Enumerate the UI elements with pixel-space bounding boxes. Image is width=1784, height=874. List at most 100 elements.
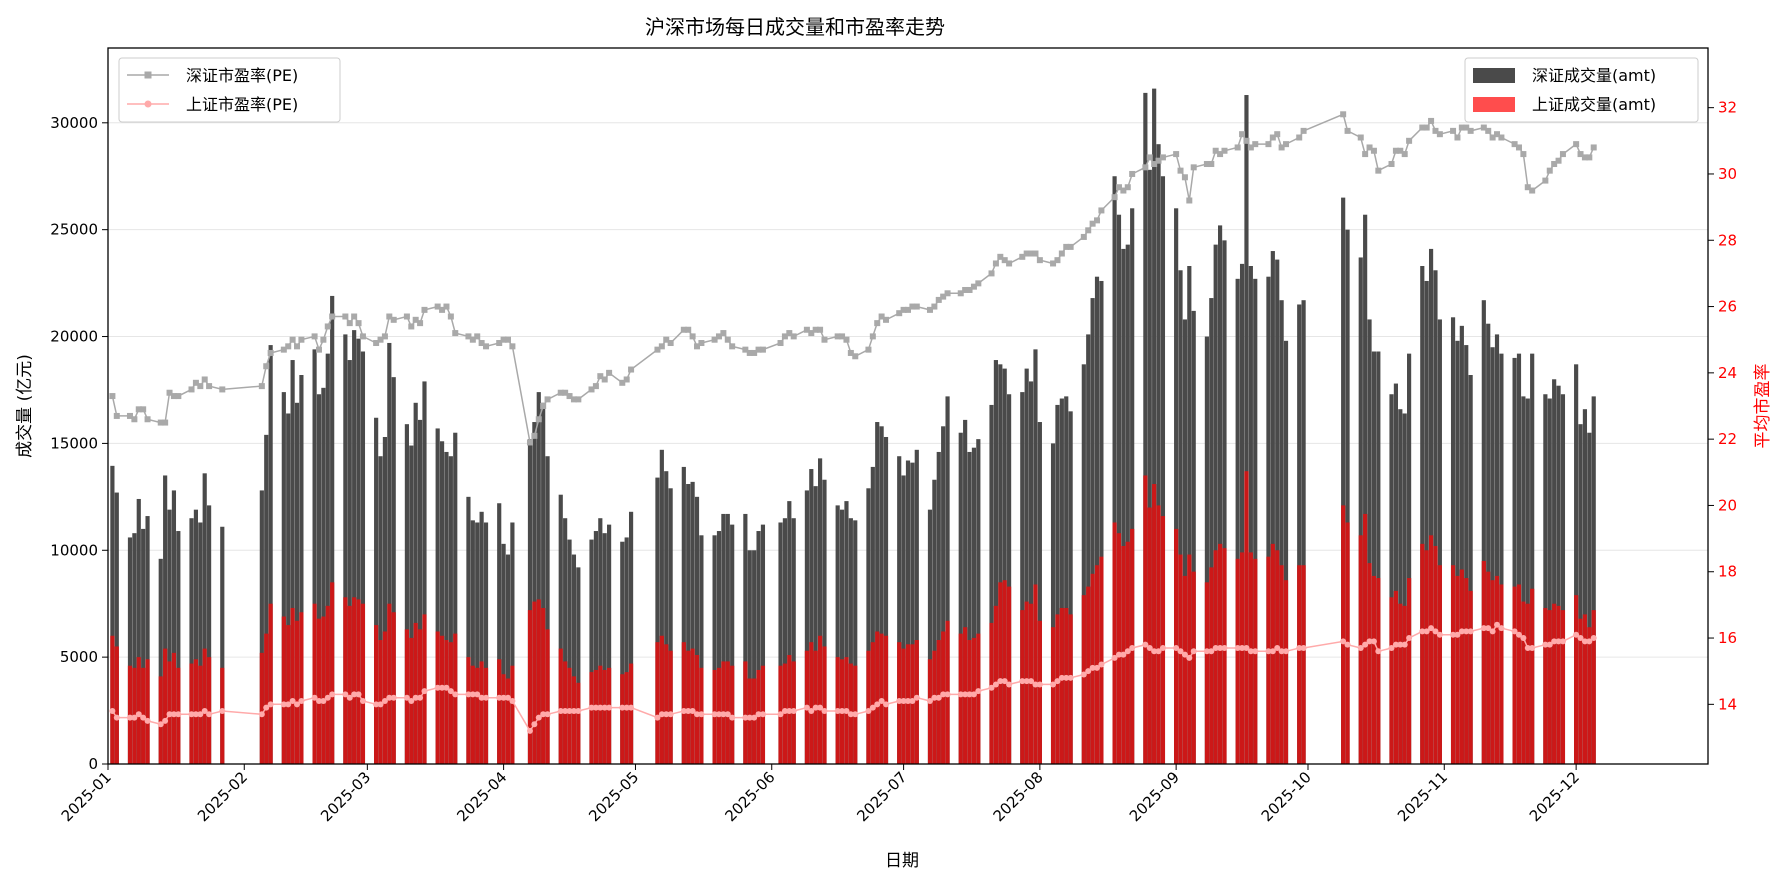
sz-pe-point: [346, 320, 353, 327]
sh-pe-point: [162, 717, 169, 724]
sz-amt-bar: [1121, 248, 1126, 764]
sz-pe-point: [562, 389, 569, 396]
sz-amt-bar: [281, 392, 286, 764]
sz-amt-bar: [356, 338, 361, 764]
sz-amt-bar: [1424, 280, 1429, 764]
sh-pe-point: [821, 707, 828, 714]
sh-pe-point: [588, 704, 595, 711]
sh-amt-bar: [589, 672, 594, 764]
sz-amt-bar: [1130, 208, 1135, 764]
sh-amt-bar: [1424, 550, 1429, 764]
sz-pe-point: [667, 340, 674, 347]
sz-pe-point: [258, 383, 265, 390]
sz-amt-bar: [466, 496, 471, 764]
sz-amt-bar: [1459, 325, 1464, 764]
sz-amt-bar: [382, 436, 388, 764]
sz-pe-point: [1063, 243, 1070, 250]
sz-pe-point: [417, 320, 424, 327]
sh-amt-bar: [1402, 605, 1407, 764]
sz-amt-bar: [141, 528, 146, 764]
sh-amt-bar: [382, 631, 388, 764]
sz-amt-bar: [993, 360, 998, 764]
sh-amt-bar: [1494, 575, 1500, 764]
sh-amt-bar: [593, 669, 598, 764]
sz-pe-point: [698, 340, 705, 347]
sz-amt-bar: [1099, 280, 1104, 764]
sz-pe-point: [1080, 233, 1087, 240]
sh-pe-point: [412, 694, 419, 701]
sz-amt-bar: [1450, 317, 1456, 764]
sh-pe-point: [944, 691, 951, 698]
sh-pe-point: [1296, 644, 1303, 651]
sh-pe-point: [1401, 641, 1408, 648]
sh-pe-point: [258, 711, 265, 718]
sz-amt-bar: [1433, 270, 1438, 764]
sz-pe-point: [1058, 250, 1065, 257]
sh-pe-point: [667, 711, 674, 718]
sz-amt-bar: [589, 539, 594, 764]
sz-pe-point: [1463, 124, 1470, 131]
sz-pe-point: [483, 343, 490, 350]
sh-amt-bar: [347, 605, 352, 764]
sh-amt-bar: [1428, 535, 1434, 764]
sh-amt-bar: [501, 674, 506, 764]
sz-pe-point: [751, 349, 758, 356]
sh-pe-point: [1234, 644, 1241, 651]
sh-amt-bar: [1591, 610, 1596, 764]
sz-amt-bar: [1033, 349, 1038, 764]
sh-amt-bar: [1218, 543, 1223, 764]
sz-pe-point: [1190, 164, 1197, 171]
sz-amt-bar: [760, 524, 766, 764]
sz-amt-bar: [989, 404, 994, 764]
sz-amt-bar: [1516, 353, 1522, 764]
sh-amt-bar: [624, 672, 629, 764]
sz-pe-point: [1485, 127, 1492, 134]
sh-amt-bar: [620, 674, 625, 764]
sz-amt-bar: [571, 554, 577, 764]
sh-pe-point: [381, 698, 388, 705]
sz-pe-point: [865, 346, 872, 353]
sz-pe-point: [434, 303, 441, 310]
sh-amt-bar: [1152, 484, 1157, 764]
sh-pe-point: [940, 691, 947, 698]
sz-pe-point: [197, 383, 204, 390]
sh-pe-point: [1362, 641, 1369, 648]
sh-amt-bar: [910, 644, 915, 764]
sz-pe-point: [1221, 147, 1228, 154]
sh-pe-point: [729, 714, 736, 721]
sz-amt-bar: [378, 456, 383, 764]
sz-amt-bar: [822, 479, 827, 764]
sz-pe-point: [623, 376, 630, 383]
sh-pe-point: [1265, 648, 1272, 655]
sz-pe-point: [1155, 157, 1162, 164]
sh-pe-point: [562, 707, 569, 714]
sz-pe-point: [1406, 137, 1413, 144]
sh-pe-point: [329, 691, 336, 698]
sz-amt-bar: [668, 488, 673, 764]
sz-amt-bar: [910, 462, 915, 764]
sz-amt-bar: [127, 537, 133, 764]
sz-amt-bar: [1204, 336, 1209, 764]
sz-amt-bar: [699, 535, 704, 764]
sz-amt-bar: [690, 481, 695, 764]
sz-amt-bar: [747, 550, 752, 764]
sh-amt-bar: [690, 648, 695, 764]
sz-pe-point: [1581, 154, 1588, 161]
sh-amt-bar: [686, 650, 691, 764]
sz-pe-point: [1019, 253, 1026, 260]
sz-amt-bar: [1094, 276, 1100, 764]
sh-pe-point: [1054, 678, 1061, 685]
sz-pe-point: [1546, 167, 1553, 174]
sh-pe-point: [280, 701, 287, 708]
sh-pe-point: [694, 711, 701, 718]
sh-pe-point: [905, 698, 911, 705]
sz-amt-bar: [330, 295, 335, 764]
sh-pe-point: [1190, 648, 1197, 655]
sh-pe-point: [817, 704, 824, 711]
sh-amt-bar: [145, 659, 150, 764]
sh-amt-bar: [901, 648, 906, 764]
sz-amt-bar: [1222, 240, 1227, 764]
y-tick-label: 10000: [50, 541, 98, 559]
sz-pe-point: [280, 346, 287, 353]
sh-pe-point: [1494, 621, 1501, 628]
